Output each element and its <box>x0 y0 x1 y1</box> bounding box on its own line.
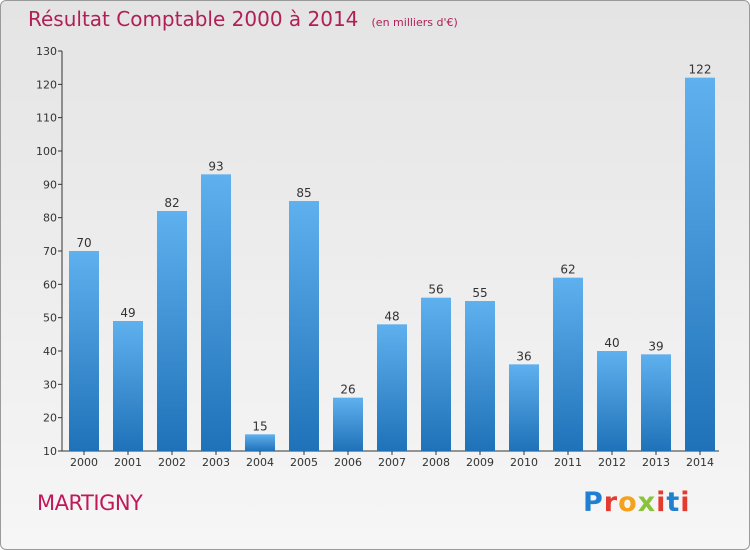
y-tick-label: 70 <box>43 245 57 258</box>
bars <box>69 77 715 452</box>
y-tick-label: 20 <box>43 412 57 425</box>
logo-letter: t <box>666 487 681 518</box>
x-tick-label: 2011 <box>554 456 582 469</box>
bar <box>157 211 187 451</box>
bar <box>245 434 275 451</box>
x-tick-label: 2010 <box>510 456 538 469</box>
logo-letter: P <box>583 487 604 518</box>
bar <box>289 201 319 451</box>
y-tick-label: 90 <box>43 178 57 191</box>
chart-unit: (en milliers d'€) <box>371 16 458 29</box>
bar <box>333 397 363 451</box>
bar <box>377 324 407 451</box>
data-label: 82 <box>164 196 179 210</box>
data-label: 26 <box>340 383 355 397</box>
x-tick-label: 2007 <box>378 456 406 469</box>
logo-letter: i <box>656 487 667 518</box>
y-tick-label: 10 <box>43 445 57 458</box>
city-name: MARTIGNY <box>37 491 143 515</box>
data-label: 39 <box>648 339 663 353</box>
bar <box>201 174 231 452</box>
data-label: 122 <box>689 63 712 77</box>
y-tick-label: 100 <box>36 145 57 158</box>
data-label: 62 <box>560 263 575 277</box>
data-label: 56 <box>428 283 443 297</box>
x-tick-label: 2008 <box>422 456 450 469</box>
bar <box>685 77 715 452</box>
bar <box>553 277 583 451</box>
bar <box>421 297 451 451</box>
data-label: 15 <box>252 419 267 433</box>
y-tick-label: 60 <box>43 278 57 291</box>
y-tick-label: 50 <box>43 312 57 325</box>
x-tick-label: 2009 <box>466 456 494 469</box>
bar <box>465 301 495 451</box>
bar <box>113 321 143 451</box>
data-label: 70 <box>76 236 91 250</box>
x-tick-label: 2004 <box>246 456 274 469</box>
y-tick-label: 130 <box>36 45 57 58</box>
logo-letter: i <box>680 487 691 518</box>
bar <box>597 351 627 451</box>
data-label: 93 <box>208 159 223 173</box>
data-label: 85 <box>296 186 311 200</box>
x-tick-label: 2005 <box>290 456 318 469</box>
logo-letter: r <box>603 487 619 518</box>
x-tick-label: 2000 <box>70 456 98 469</box>
logo-letter: x <box>637 487 657 518</box>
bar <box>69 251 99 451</box>
bar <box>641 354 671 451</box>
x-tick-label: 2006 <box>334 456 362 469</box>
y-tick-label: 30 <box>43 378 57 391</box>
x-tick-label: 2012 <box>598 456 626 469</box>
x-tick-label: 2013 <box>642 456 670 469</box>
x-tick-label: 2002 <box>158 456 186 469</box>
proxiti-logo: Proxiti <box>583 487 691 518</box>
data-label: 48 <box>384 309 399 323</box>
chart-title: Résultat Comptable 2000 à 2014 (en milli… <box>28 7 458 31</box>
data-label: 36 <box>516 349 531 363</box>
x-tick-label: 2001 <box>114 456 142 469</box>
bar <box>509 364 539 451</box>
x-tick-label: 2014 <box>686 456 714 469</box>
axes: 10 20 30 40 50 60 70 80 90 100 110 120 130 2000 2001 20… <box>36 45 719 469</box>
y-tick-label: 120 <box>36 78 57 91</box>
logo-letter: o <box>618 487 638 518</box>
y-tick-label: 40 <box>43 345 57 358</box>
data-label: 55 <box>472 286 487 300</box>
y-tick-label: 110 <box>36 112 57 125</box>
data-label: 40 <box>604 336 619 350</box>
data-labels: 70 49 82 93 15 85 26 48 56 55 36 62 40 39 122 <box>76 63 711 434</box>
x-tick-label: 2003 <box>202 456 230 469</box>
chart-title-text: Résultat Comptable 2000 à 2014 <box>28 7 359 31</box>
y-tick-label: 80 <box>43 212 57 225</box>
data-label: 49 <box>120 306 135 320</box>
